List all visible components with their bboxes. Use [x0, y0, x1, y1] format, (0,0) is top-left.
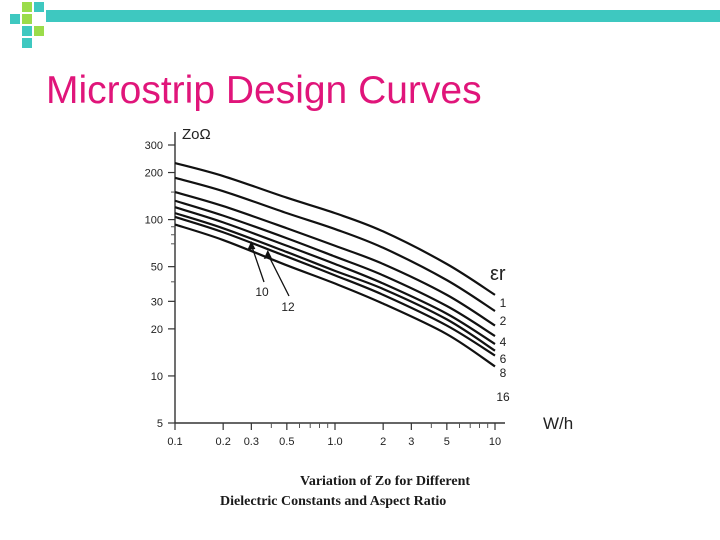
curve-er-10 [174, 212, 496, 352]
curve-er-16 [174, 223, 496, 368]
curve-label-er-16: 16 [496, 390, 510, 404]
arrow-er-12 [267, 253, 290, 297]
curve-er-4 [174, 191, 496, 327]
decorative-square [22, 2, 32, 12]
decorative-square [22, 14, 32, 24]
curve-label-er-12: 12 [281, 300, 295, 314]
y-tick-label: 300 [145, 140, 163, 152]
decorative-squares [0, 0, 60, 50]
curve-label-er-8: 8 [500, 366, 507, 380]
curve-er-2 [174, 176, 496, 312]
curve-label-er-2: 2 [500, 314, 507, 328]
curve-label-er-1: 1 [500, 296, 507, 310]
y-tick-label: 200 [145, 168, 163, 180]
curve-label-er-4: 4 [500, 335, 507, 349]
y-tick-label: 10 [151, 371, 163, 383]
header-accent-bar [46, 10, 720, 22]
x-tick-label: 5 [444, 436, 450, 448]
y-tick-label: 30 [151, 296, 163, 308]
curve-label-er-10: 10 [255, 285, 269, 299]
chart-caption-line-1: Variation of Zo for Different [300, 474, 471, 489]
y-tick-label: 20 [151, 324, 163, 336]
arrow-er-10 [250, 244, 265, 283]
curve-er-12 [174, 215, 496, 357]
curve-er-6 [174, 199, 496, 337]
decorative-square [34, 26, 44, 36]
x-tick-label: 1.0 [327, 436, 342, 448]
decorative-square [22, 26, 32, 36]
chart-caption-line-2: Dielectric Constants and Aspect Ratio [220, 494, 447, 509]
decorative-square [10, 14, 20, 24]
x-tick-label: 0.3 [244, 436, 259, 448]
x-tick-label: 0.2 [216, 436, 231, 448]
x-tick-label: 3 [408, 436, 414, 448]
arrowhead-er-12 [263, 249, 272, 259]
y-tick-label: 50 [151, 262, 163, 274]
curve-er-1 [174, 161, 496, 296]
x-tick-label: 10 [489, 436, 501, 448]
decorative-square [22, 38, 32, 48]
curve-label-er-6: 6 [500, 352, 507, 366]
x-axis-title: W/h [543, 414, 573, 433]
x-tick-label: 2 [380, 436, 386, 448]
x-tick-label: 0.1 [167, 436, 182, 448]
x-tick-label: 0.5 [279, 436, 294, 448]
y-tick-label: 5 [157, 418, 163, 430]
arrowhead-er-10 [247, 240, 256, 250]
y-tick-label: 100 [145, 215, 163, 227]
decorative-square [34, 2, 44, 12]
legend-title: εr [490, 263, 506, 285]
page-title: Microstrip Design Curves [46, 69, 482, 112]
y-axis-title: ZoΩ [182, 126, 211, 143]
curve-er-8 [174, 206, 496, 345]
